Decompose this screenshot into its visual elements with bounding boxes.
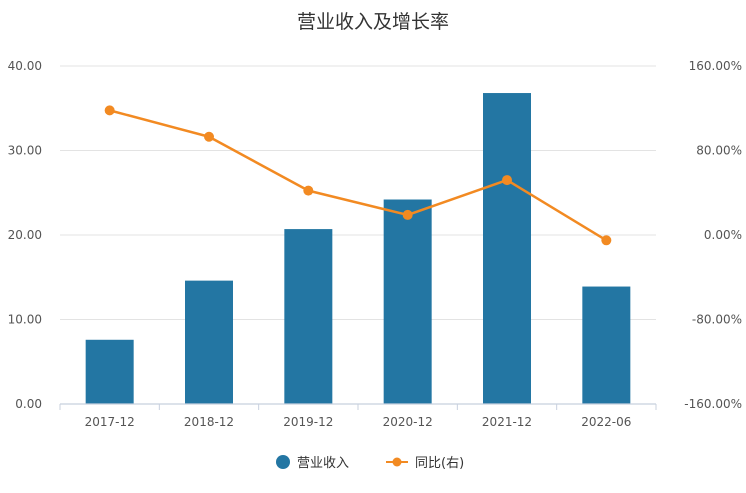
x-tick-label: 2020-12 bbox=[383, 415, 433, 429]
left-tick-label: 20.00 bbox=[8, 228, 42, 242]
bar-series-revenue bbox=[85, 93, 631, 404]
yoy-point-2018-12[interactable] bbox=[204, 131, 214, 142]
bar-2017-12[interactable] bbox=[85, 339, 134, 404]
left-tick-label: 10.00 bbox=[8, 313, 42, 327]
x-tick-label: 2018-12 bbox=[184, 415, 234, 429]
right-tick-label: 160.00% bbox=[689, 59, 742, 73]
left-tick-label: 40.00 bbox=[8, 59, 42, 73]
yoy-point-2021-12[interactable] bbox=[502, 175, 512, 186]
yoy-point-2022-06[interactable] bbox=[601, 235, 612, 246]
left-tick-label: 0.00 bbox=[15, 397, 42, 411]
right-tick-label: -160.00% bbox=[684, 397, 742, 411]
right-axis: -160.00% -80.00% 0.00% 80.00% 160.00% bbox=[684, 59, 742, 411]
right-tick-label: -80.00% bbox=[692, 313, 742, 327]
legend-item-revenue[interactable]: 营业收入 bbox=[276, 455, 349, 471]
bar-2020-12[interactable] bbox=[383, 199, 432, 404]
bar-2019-12[interactable] bbox=[284, 229, 333, 404]
yoy-point-2020-12[interactable] bbox=[402, 209, 413, 220]
legend-marker-yoy bbox=[392, 457, 402, 467]
gridlines bbox=[60, 65, 656, 320]
line-series-yoy bbox=[104, 105, 612, 246]
right-tick-label: 80.00% bbox=[696, 144, 742, 158]
legend-marker-revenue bbox=[276, 455, 290, 469]
legend-label-revenue: 营业收入 bbox=[297, 456, 349, 471]
legend-item-yoy[interactable]: 同比(右) bbox=[386, 456, 464, 471]
chart-title: 营业收入及增长率 bbox=[297, 11, 449, 33]
legend-label-yoy: 同比(右) bbox=[415, 456, 464, 471]
bar-2018-12[interactable] bbox=[185, 280, 233, 404]
x-tick-label: 2022-06 bbox=[581, 415, 631, 429]
yoy-point-2017-12[interactable] bbox=[104, 105, 115, 116]
yoy-line bbox=[109, 109, 607, 242]
bar-2022-06[interactable] bbox=[582, 286, 631, 404]
x-axis: 2017-12 2018-12 2019-12 2020-12 2021-12 2022-… bbox=[59, 403, 657, 429]
x-tick-label: 2017-12 bbox=[85, 415, 135, 429]
bar-2021-12[interactable] bbox=[483, 93, 531, 404]
legend: 营业收入 同比(右) bbox=[276, 455, 464, 471]
left-tick-label: 30.00 bbox=[8, 144, 42, 158]
x-tick-label: 2021-12 bbox=[482, 415, 532, 429]
yoy-point-2019-12[interactable] bbox=[303, 185, 314, 196]
left-axis: 0.00 10.00 20.00 30.00 40.00 bbox=[8, 59, 42, 411]
right-tick-label: 0.00% bbox=[704, 228, 742, 242]
x-tick-label: 2019-12 bbox=[283, 415, 333, 429]
